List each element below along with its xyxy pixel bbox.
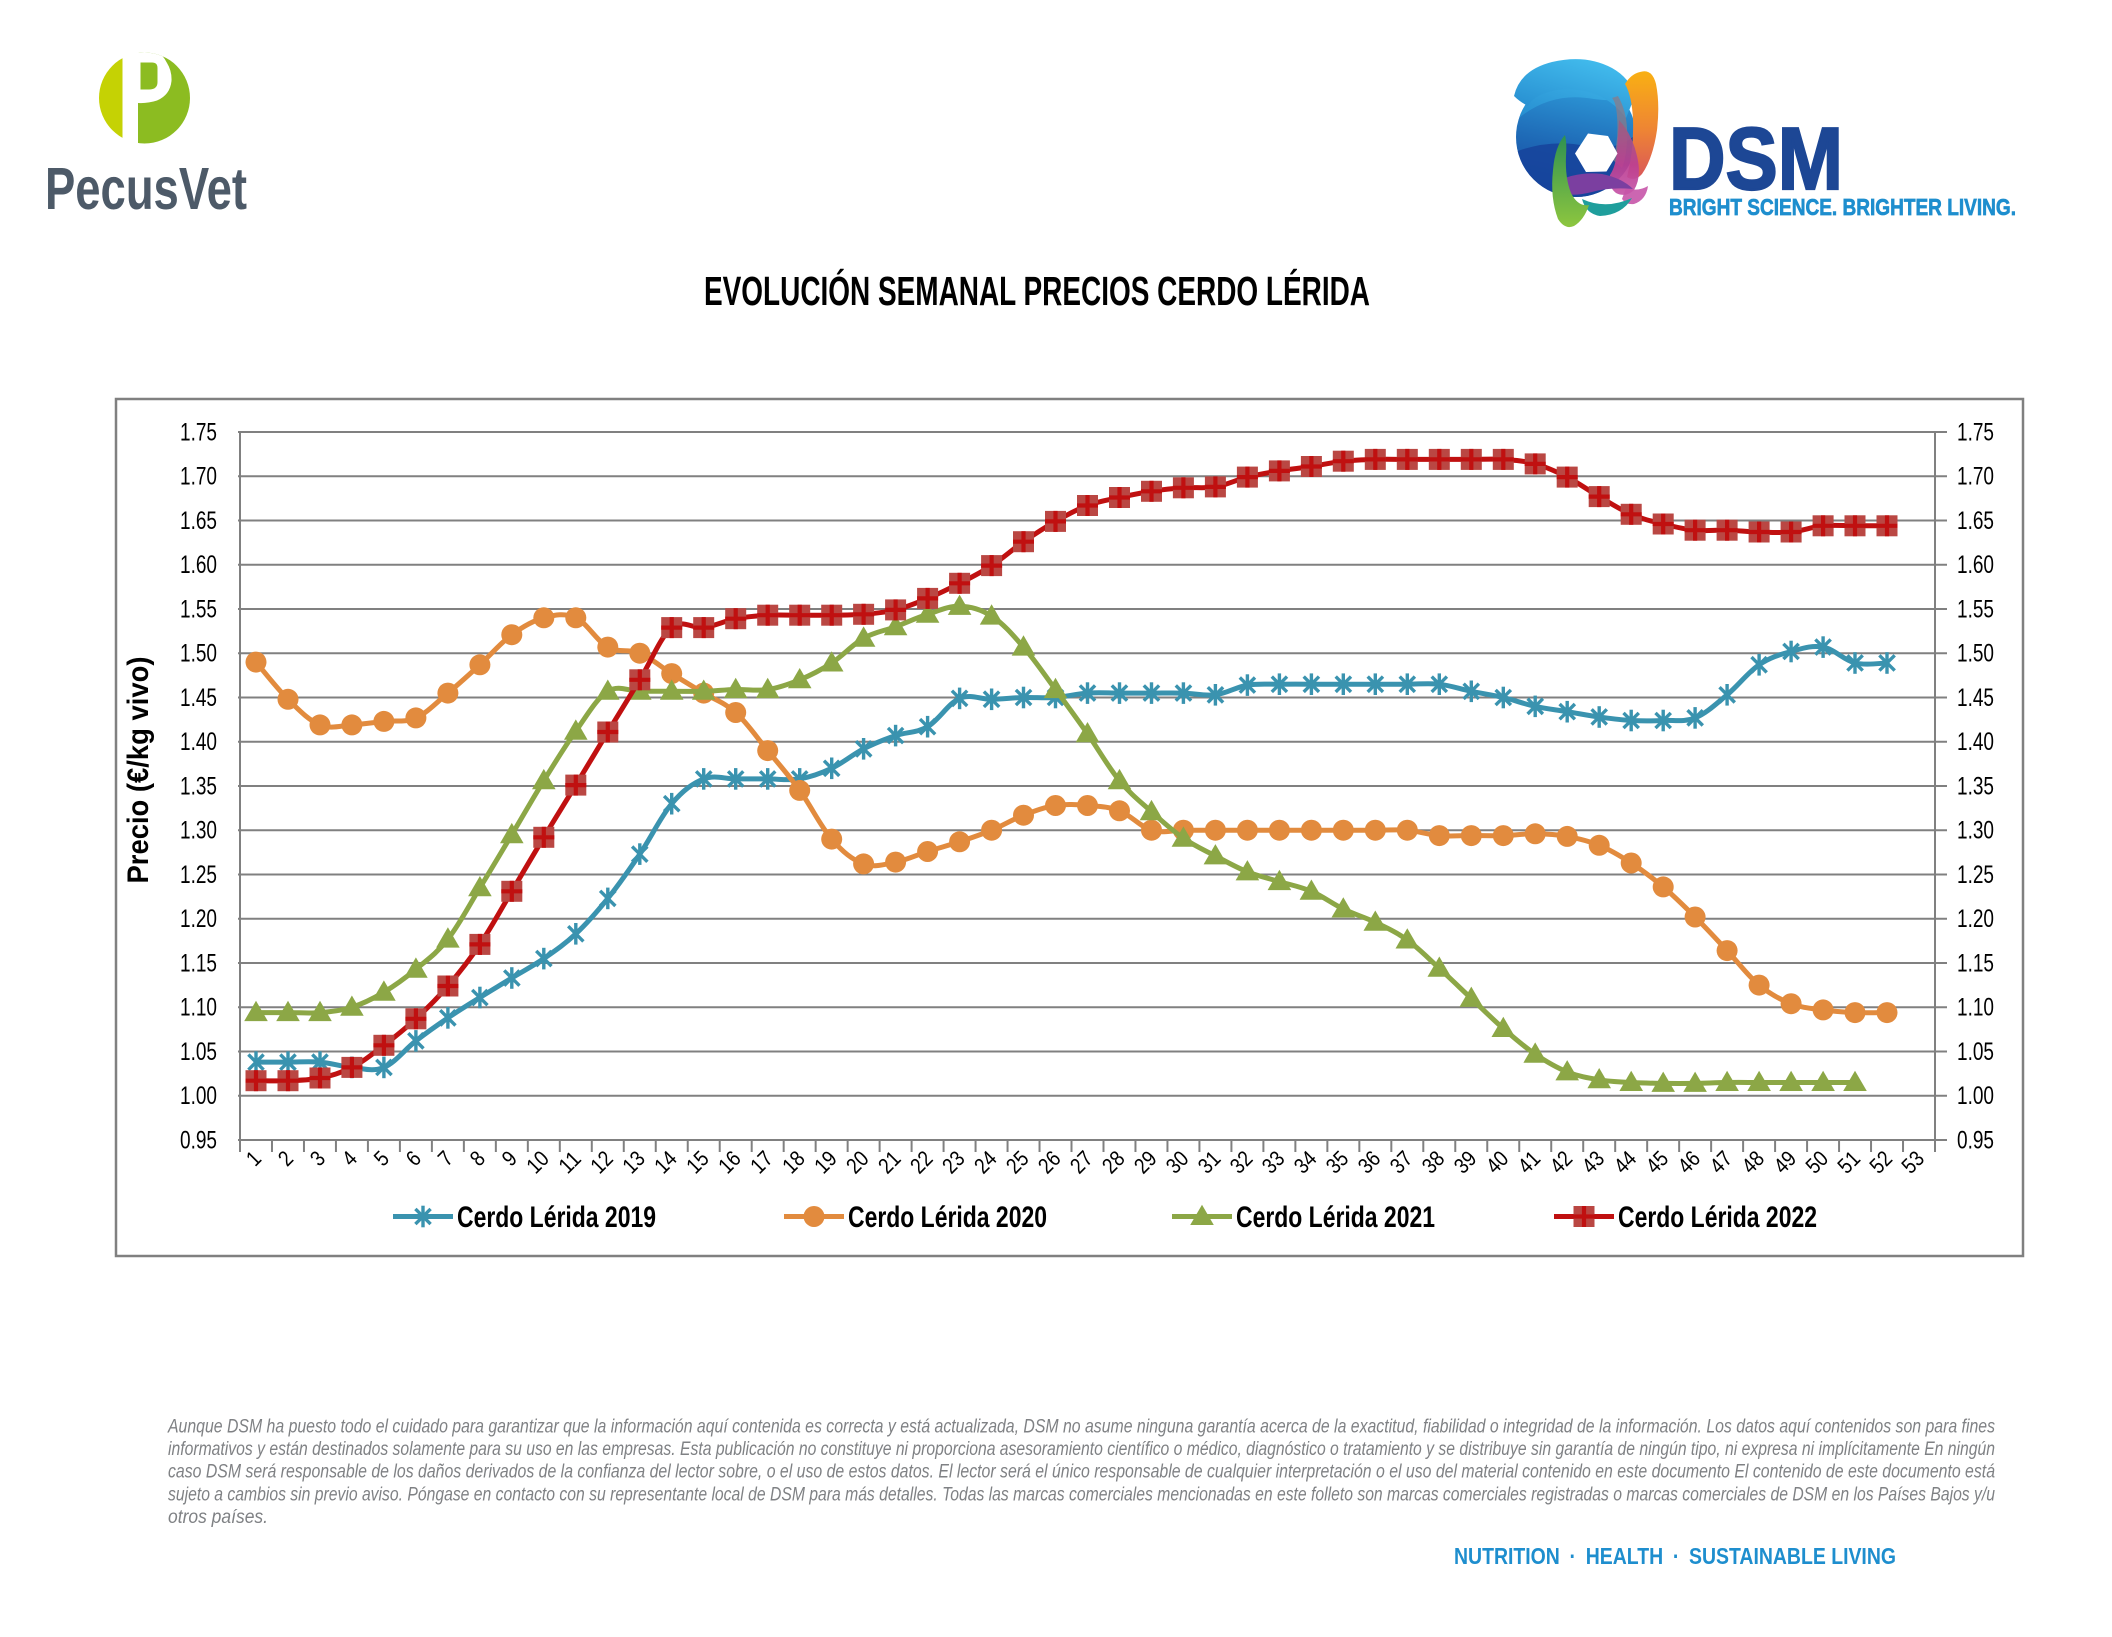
svg-text:1.05: 1.05 [180,1038,217,1066]
svg-text:0.95: 0.95 [180,1127,217,1155]
svg-text:1.00: 1.00 [1957,1082,1994,1110]
svg-text:1.75: 1.75 [180,419,217,447]
svg-text:BRIGHT SCIENCE. BRIGHTER LIVIN: BRIGHT SCIENCE. BRIGHTER LIVING. [1669,194,2016,220]
svg-text:Cerdo Lérida 2022: Cerdo Lérida 2022 [1618,1201,1817,1234]
svg-text:1.65: 1.65 [1957,507,1994,535]
svg-text:1.55: 1.55 [180,596,217,624]
svg-text:1.15: 1.15 [1957,950,1994,978]
svg-text:1.50: 1.50 [1957,640,1994,668]
svg-text:1.45: 1.45 [180,684,217,712]
svg-text:1.20: 1.20 [1957,905,1994,933]
svg-text:1.30: 1.30 [180,817,217,845]
svg-text:1.25: 1.25 [180,861,217,889]
svg-text:1.70: 1.70 [180,463,217,491]
svg-text:Cerdo Lérida 2020: Cerdo Lérida 2020 [848,1201,1047,1234]
svg-text:0.95: 0.95 [1957,1127,1994,1155]
svg-text:1.25: 1.25 [1957,861,1994,889]
svg-text:1.30: 1.30 [1957,817,1994,845]
svg-text:1.70: 1.70 [1957,463,1994,491]
svg-text:1.40: 1.40 [1957,728,1994,756]
svg-text:1.45: 1.45 [1957,684,1994,712]
svg-text:NUTRITION · HEALTH · SUSTAINAB: NUTRITION · HEALTH · SUSTAINABLE LIVING [1454,1543,1896,1569]
svg-text:Precio (€/kg vivo): Precio (€/kg vivo) [122,657,155,884]
svg-text:1.20: 1.20 [180,905,217,933]
svg-text:1.35: 1.35 [180,773,217,801]
svg-text:1.60: 1.60 [180,551,217,579]
svg-text:1.40: 1.40 [180,728,217,756]
svg-text:DSM: DSM [1669,109,1843,208]
svg-text:1.60: 1.60 [1957,551,1994,579]
svg-text:PecusVet: PecusVet [45,156,247,222]
svg-text:1.75: 1.75 [1957,419,1994,447]
svg-text:1.55: 1.55 [1957,596,1994,624]
svg-text:1.65: 1.65 [180,507,217,535]
svg-text:1.10: 1.10 [180,994,217,1022]
svg-text:sujeto a cambios sin previo av: sujeto a cambios sin previo aviso. Pónga… [168,1484,1995,1505]
svg-text:otros países.: otros países. [168,1507,268,1528]
svg-text:1.35: 1.35 [1957,773,1994,801]
svg-text:1.05: 1.05 [1957,1038,1994,1066]
svg-text:EVOLUCIÓN SEMANAL PRECIOS CERD: EVOLUCIÓN SEMANAL PRECIOS CERDO LÉRIDA [704,268,1370,314]
svg-text:1.10: 1.10 [1957,994,1994,1022]
svg-text:1.00: 1.00 [180,1082,217,1110]
svg-text:Aunque DSM ha puesto todo el c: Aunque DSM ha puesto todo el cuidado par… [167,1417,1995,1438]
svg-text:1.15: 1.15 [180,950,217,978]
svg-text:Cerdo Lérida 2021: Cerdo Lérida 2021 [1236,1201,1435,1234]
svg-text:Cerdo Lérida 2019: Cerdo Lérida 2019 [457,1201,656,1234]
svg-text:caso DSM será responsable de l: caso DSM será responsable de los daños d… [168,1462,1995,1483]
svg-text:informativos y están destinado: informativos y están destinados solament… [168,1439,1995,1460]
svg-text:1.50: 1.50 [180,640,217,668]
